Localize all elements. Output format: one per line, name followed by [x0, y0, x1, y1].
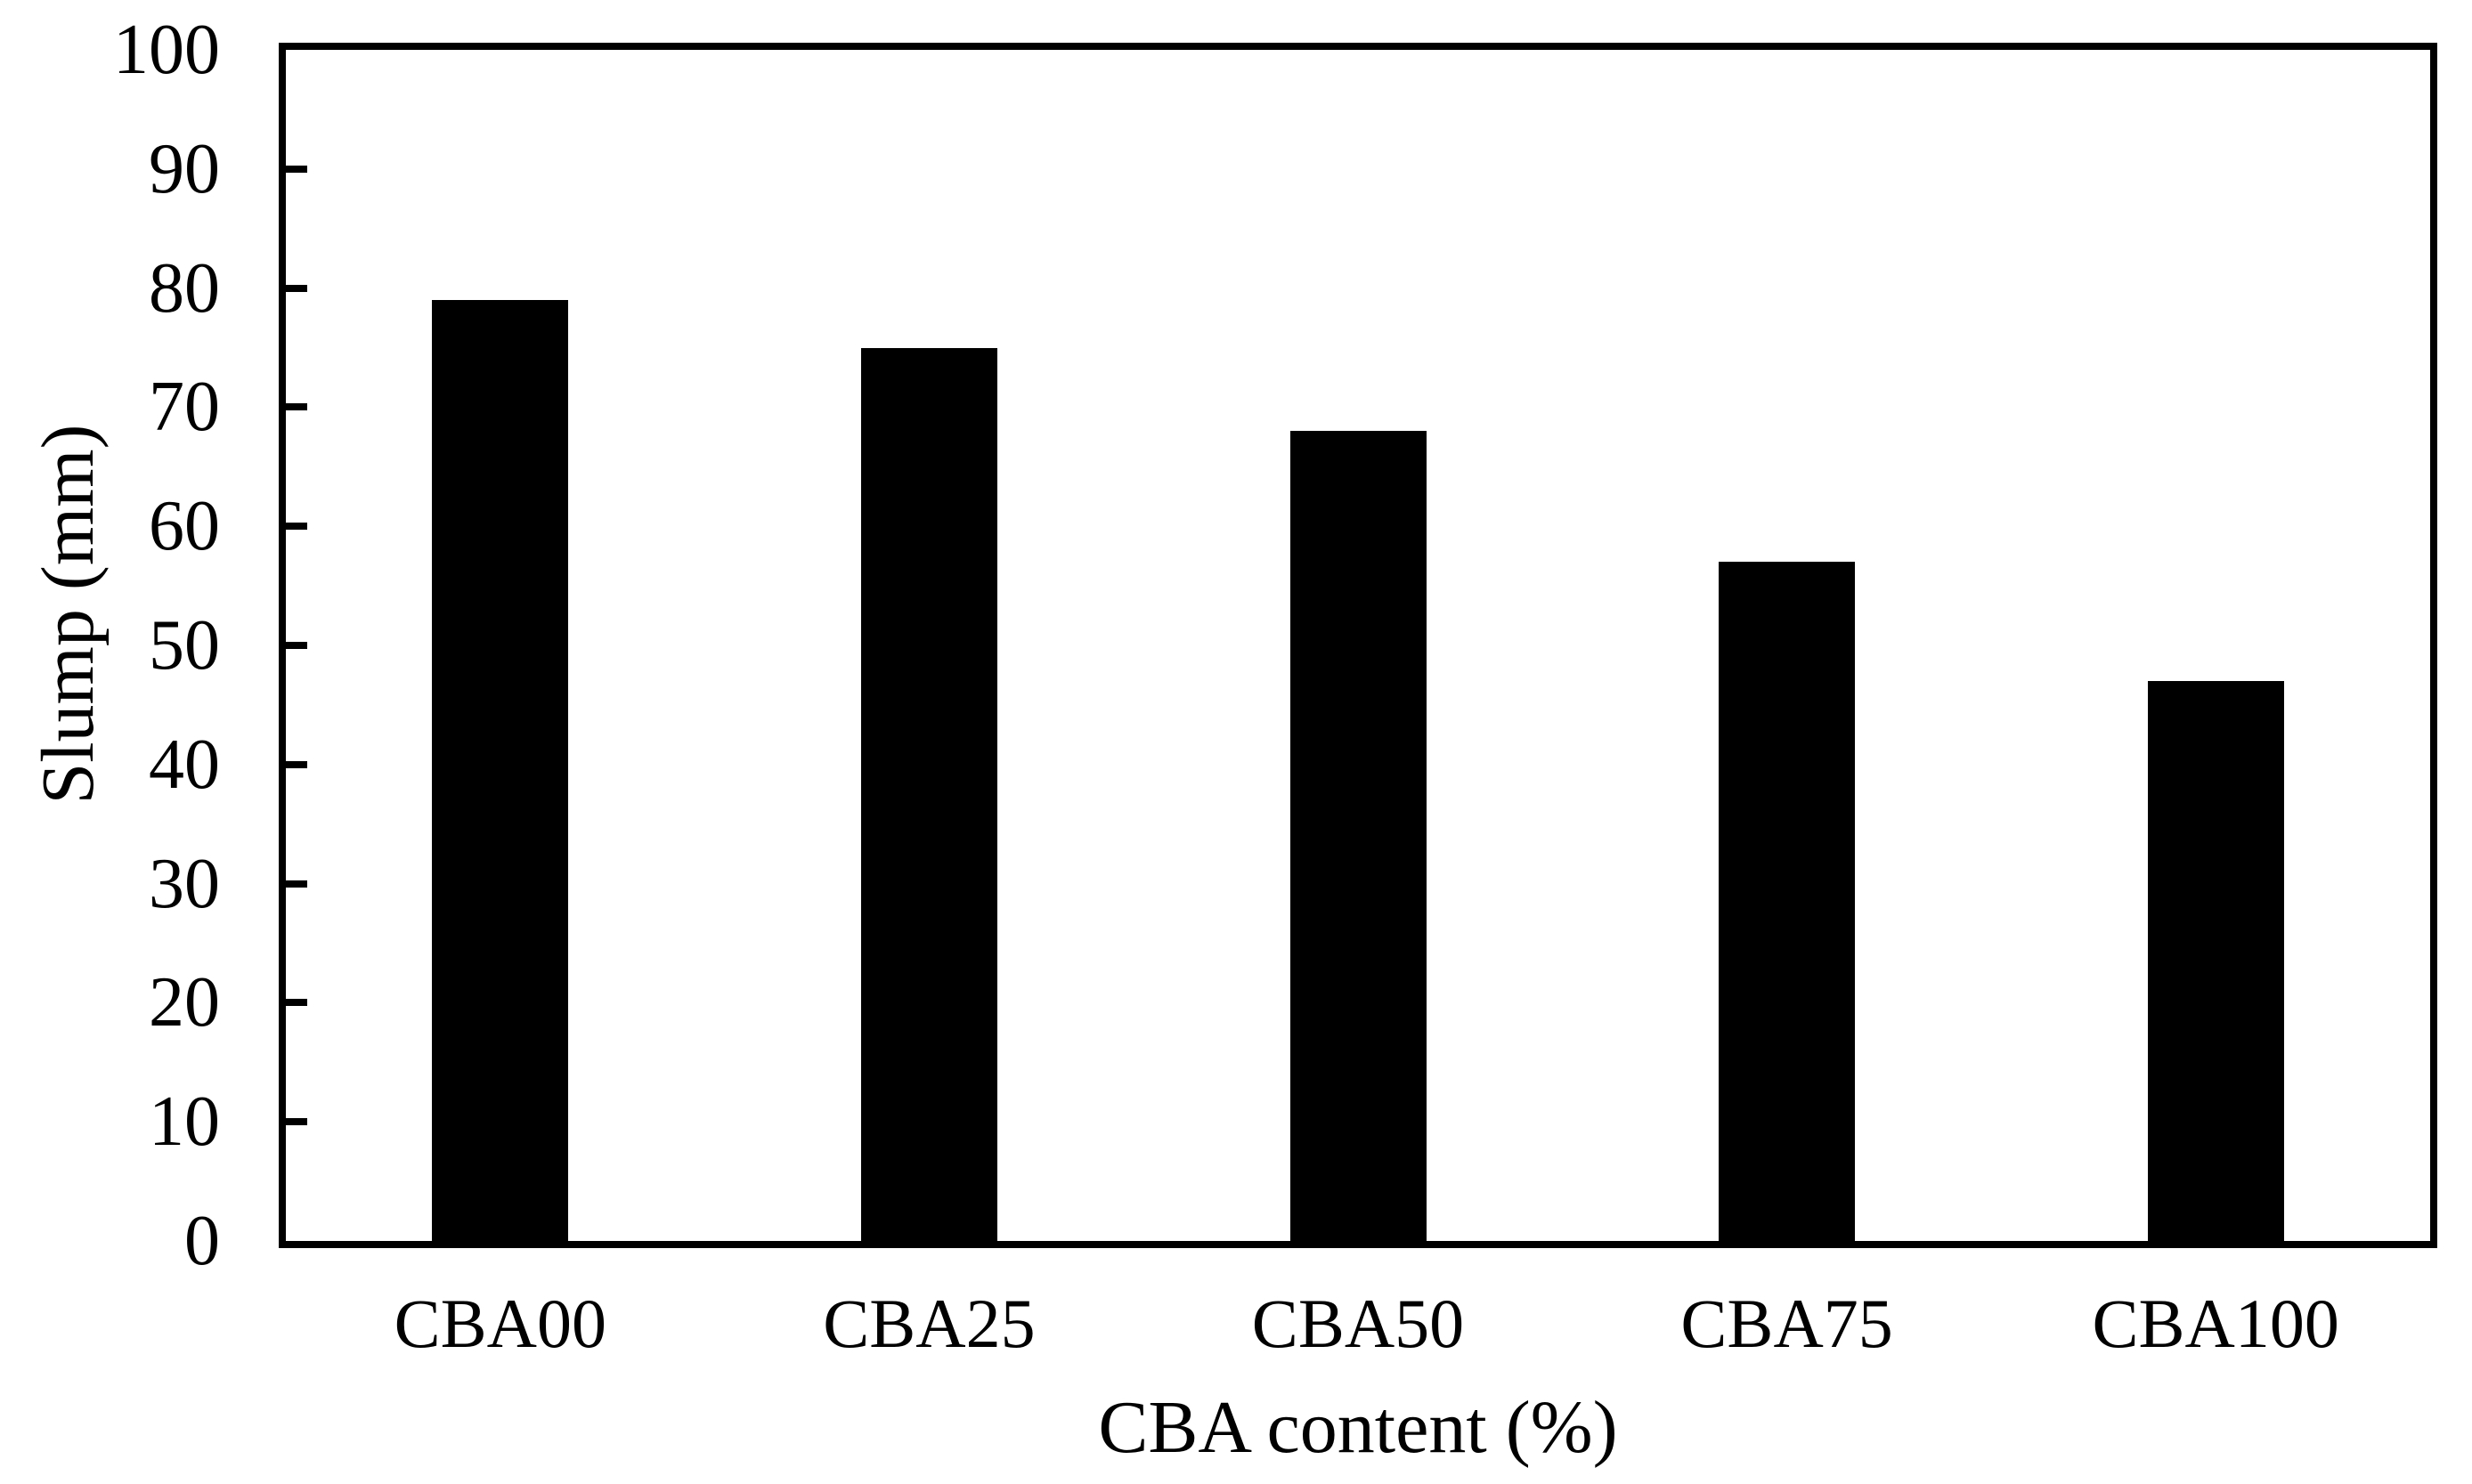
- y-tick-mark: [286, 642, 307, 649]
- y-tick-mark: [286, 403, 307, 411]
- x-axis-title: CBA content (%): [1098, 1386, 1618, 1469]
- y-tick-mark: [286, 284, 307, 292]
- y-tick-mark: [286, 523, 307, 531]
- bar-CBA50: [1289, 431, 1427, 1241]
- y-tick-mark: [286, 165, 307, 173]
- y-tick-mark: [286, 760, 307, 768]
- bar-CBA25: [860, 347, 997, 1241]
- bar-CBA100: [2147, 681, 2284, 1241]
- bar-CBA00: [432, 299, 569, 1241]
- y-tick-mark: [286, 880, 307, 888]
- y-axis-title: Slump (mm): [27, 424, 110, 805]
- bar-CBA75: [1719, 562, 1856, 1241]
- y-tick-label: 90: [149, 129, 220, 208]
- y-tick-label: 10: [149, 1083, 220, 1162]
- y-tick-label: 50: [149, 606, 220, 685]
- y-tick-label: 80: [149, 248, 220, 328]
- plot-area: [279, 43, 2437, 1248]
- y-tick-label: 30: [149, 844, 220, 923]
- x-category-label: CBA00: [394, 1285, 606, 1362]
- y-tick-label: 20: [149, 963, 220, 1042]
- x-category-label: CBA100: [2092, 1285, 2339, 1362]
- y-tick-label: 0: [184, 1202, 220, 1280]
- y-tick-label: 40: [149, 725, 220, 804]
- x-category-label: CBA25: [823, 1285, 1036, 1362]
- x-category-label: CBA75: [1680, 1285, 1893, 1362]
- y-tick-mark: [286, 999, 307, 1007]
- y-tick-label: 60: [149, 487, 220, 566]
- y-tick-label: 70: [149, 368, 220, 447]
- x-category-label: CBA50: [1251, 1285, 1465, 1362]
- y-tick-label: 100: [113, 11, 220, 89]
- y-tick-mark: [286, 1118, 307, 1126]
